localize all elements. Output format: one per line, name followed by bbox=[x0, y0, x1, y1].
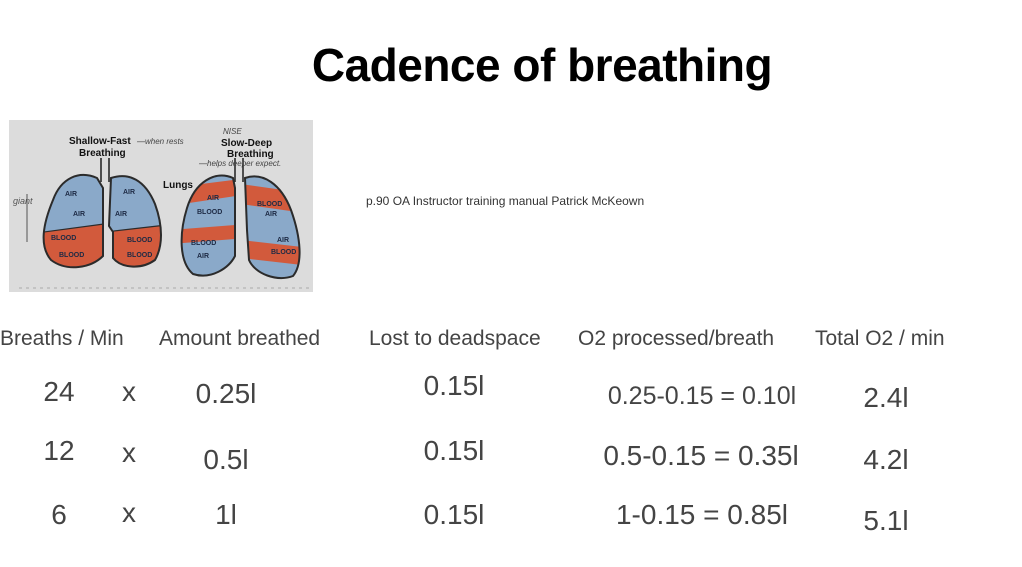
row1-total: 2.4l bbox=[863, 382, 909, 413]
row3-total: 5.1l bbox=[863, 505, 909, 536]
row2-breaths: 12 bbox=[43, 435, 75, 466]
svg-text:—helps deeper expect.: —helps deeper expect. bbox=[198, 159, 281, 168]
svg-text:AIR: AIR bbox=[207, 195, 219, 202]
svg-text:AIR: AIR bbox=[73, 211, 85, 218]
svg-text:BLOOD: BLOOD bbox=[51, 235, 76, 242]
header-lost-to-deadspace: Lost to deadspace bbox=[369, 327, 541, 350]
row3-processed: 1-0.15 = 0.85l bbox=[615, 499, 789, 530]
row2-total: 4.2l bbox=[863, 444, 909, 475]
svg-text:Breathing: Breathing bbox=[227, 149, 274, 160]
header-breaths-per-min: Breaths / Min bbox=[0, 327, 124, 350]
row1-lost: 0.15l bbox=[423, 370, 485, 401]
lungs-diagram-photo: Shallow-Fast Breathing —when rests Lungs… bbox=[9, 120, 313, 292]
row2-lost: 0.15l bbox=[423, 435, 485, 466]
svg-text:BLOOD: BLOOD bbox=[197, 209, 222, 216]
row3-lost: 0.15l bbox=[423, 499, 485, 530]
svg-text:AIR: AIR bbox=[65, 191, 77, 198]
svg-text:BLOOD: BLOOD bbox=[127, 237, 152, 244]
header-o2-processed: O2 processed/breath bbox=[578, 327, 775, 350]
svg-text:BLOOD: BLOOD bbox=[127, 252, 152, 259]
margin-handwriting: giant bbox=[13, 196, 33, 206]
header-total-o2: Total O2 / min bbox=[815, 327, 945, 350]
row2-times: x bbox=[122, 437, 136, 468]
row2-amount: 0.5l bbox=[203, 444, 249, 475]
lungs-label: Lungs bbox=[163, 180, 193, 191]
svg-text:BLOOD: BLOOD bbox=[257, 201, 282, 208]
slow-deep-heading: Slow-Deep bbox=[221, 138, 272, 149]
svg-text:AIR: AIR bbox=[197, 253, 209, 260]
source-citation: p.90 OA Instructor training manual Patri… bbox=[366, 194, 645, 208]
svg-text:Breathing: Breathing bbox=[79, 148, 126, 159]
row1-times: x bbox=[122, 376, 136, 407]
svg-text:BLOOD: BLOOD bbox=[59, 252, 84, 259]
slide-title: Cadence of breathing bbox=[311, 39, 773, 91]
svg-text:AIR: AIR bbox=[123, 189, 135, 196]
svg-text:NISE: NISE bbox=[223, 127, 242, 136]
shallow-fast-heading: Shallow-Fast bbox=[69, 136, 131, 147]
row2-processed: 0.5-0.15 = 0.35l bbox=[603, 440, 799, 471]
svg-text:BLOOD: BLOOD bbox=[271, 249, 296, 256]
svg-text:AIR: AIR bbox=[277, 237, 289, 244]
header-amount-breathed: Amount breathed bbox=[159, 327, 321, 350]
row3-amount: 1l bbox=[215, 499, 237, 530]
row3-breaths: 6 bbox=[51, 499, 67, 530]
row3-times: x bbox=[122, 497, 136, 528]
row1-amount: 0.25l bbox=[195, 378, 257, 409]
row1-breaths: 24 bbox=[43, 376, 75, 407]
svg-text:BLOOD: BLOOD bbox=[191, 240, 216, 247]
svg-text:AIR: AIR bbox=[265, 211, 277, 218]
svg-text:AIR: AIR bbox=[115, 211, 127, 218]
row1-processed: 0.25-0.15 = 0.10l bbox=[607, 382, 797, 410]
handwritten-note: —when rests bbox=[136, 137, 184, 146]
